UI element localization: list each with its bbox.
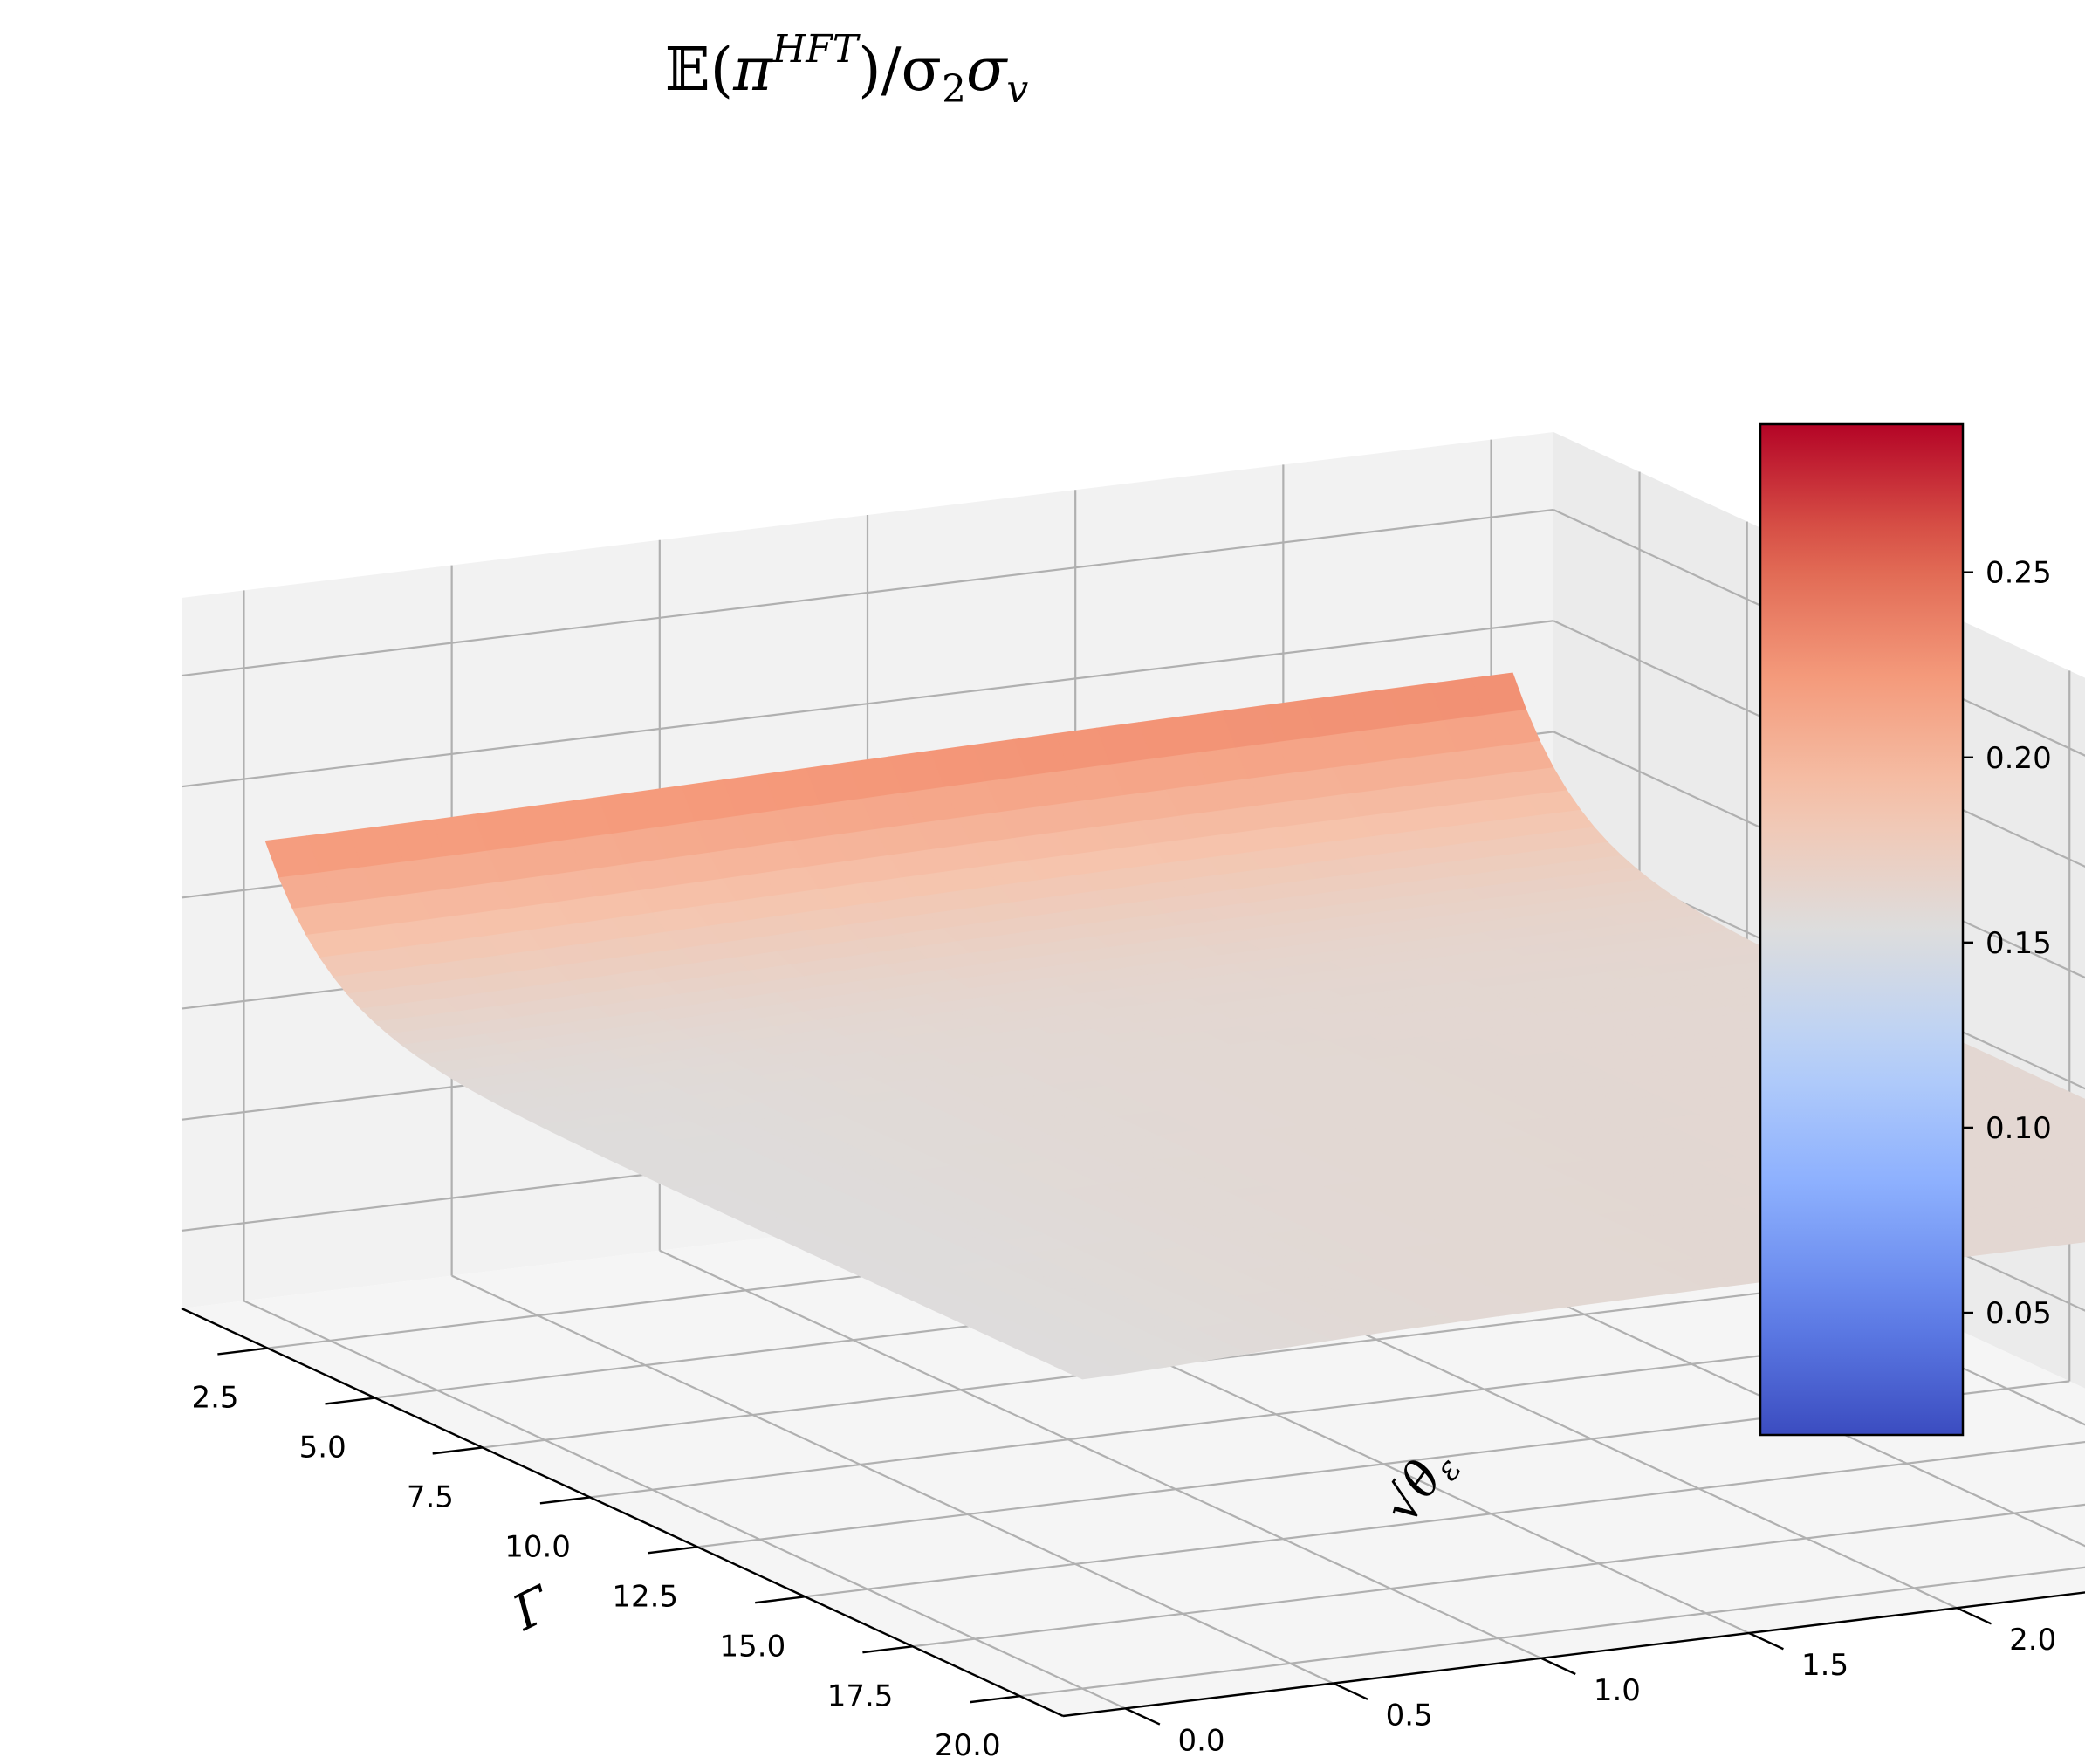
title-subv: v xyxy=(1006,67,1028,112)
grid-line-z-left xyxy=(181,620,1554,788)
x-tick-label: 5.0 xyxy=(299,1431,346,1465)
x-tick-label: 7.5 xyxy=(407,1479,454,1514)
chart-title: 𝔼(πHFT)/σ2σv xyxy=(665,27,1029,112)
grid-line-y-floor xyxy=(243,1300,1126,1710)
y-tick-mark xyxy=(1540,1657,1576,1676)
colorbar-ticks: 0.05 0.10 0.15 0.20 0.25 xyxy=(1963,556,2052,1331)
x-tick-mark xyxy=(755,1596,806,1604)
y-tick-label: 0.5 xyxy=(1386,1699,1433,1733)
x-tick-label: 20.0 xyxy=(935,1728,1001,1763)
x-axis-line xyxy=(181,1307,1064,1718)
colorbar-tick-label: 0.20 xyxy=(1986,741,2052,776)
grid-line-z-back xyxy=(1553,731,2085,979)
x-tick-label: 2.5 xyxy=(191,1381,238,1416)
x-tick-mark xyxy=(217,1347,268,1356)
y-tick-mark xyxy=(1333,1682,1368,1700)
y-tick-label: 1.5 xyxy=(1801,1648,1848,1683)
y-tick-mark xyxy=(1956,1607,1992,1625)
title-sub2: 2 xyxy=(942,67,966,112)
colorbar: 0.05 0.10 0.15 0.20 0.25 xyxy=(1759,422,2052,1437)
grid-line-z-left xyxy=(181,508,1554,677)
x-tick-label: 12.5 xyxy=(612,1579,678,1614)
x-tick-mark xyxy=(325,1397,375,1405)
x-tick-mark xyxy=(647,1546,698,1555)
grid-line-z-back xyxy=(1553,620,2085,868)
x-tick-mark xyxy=(970,1695,1020,1704)
x-tick-mark xyxy=(862,1645,913,1654)
x-tick-label: 10.0 xyxy=(504,1529,571,1564)
x-tick-mark xyxy=(432,1446,484,1455)
axes: 2.5 5.0 7.5 10.0 12.5 15.0 17.5 20.0 0.0 0.5 1.0 1.… xyxy=(181,1307,2085,1763)
title-mid: )/σ xyxy=(858,36,942,105)
surface-mesh xyxy=(264,672,2085,1380)
colorbar-tick-label: 0.05 xyxy=(1986,1296,2052,1331)
surface-patch xyxy=(1067,1366,1126,1380)
title-prefix: 𝔼( xyxy=(665,36,733,105)
y-tick-mark xyxy=(1124,1707,1161,1726)
colorbar-tick-label: 0.15 xyxy=(1986,926,2052,961)
y-tick-label: 0.0 xyxy=(1177,1723,1224,1758)
y-tick-label: 1.0 xyxy=(1594,1673,1641,1708)
title-pi: π xyxy=(732,36,773,105)
y-tick-label: 2.0 xyxy=(2009,1623,2056,1658)
x-tick-label: 17.5 xyxy=(827,1678,894,1713)
colorbar-tick-label: 0.10 xyxy=(1986,1111,2052,1146)
x-tick-label: 15.0 xyxy=(720,1629,786,1664)
title-sigma: σ xyxy=(966,36,1008,105)
title-sup: HFT xyxy=(772,27,861,72)
grid-line-y-floor xyxy=(451,1274,1334,1685)
x-axis-label: Γ xyxy=(504,1575,561,1643)
grid-line-z-back xyxy=(1553,841,2085,1090)
x-tick-mark xyxy=(539,1496,591,1505)
colorbar-fill xyxy=(1759,422,1965,1437)
grid-line-y-floor xyxy=(659,1249,1542,1659)
y-tick-mark xyxy=(1748,1631,1784,1651)
grid-line-z-back xyxy=(1553,509,2085,757)
colorbar-tick-label: 0.25 xyxy=(1986,556,2052,591)
